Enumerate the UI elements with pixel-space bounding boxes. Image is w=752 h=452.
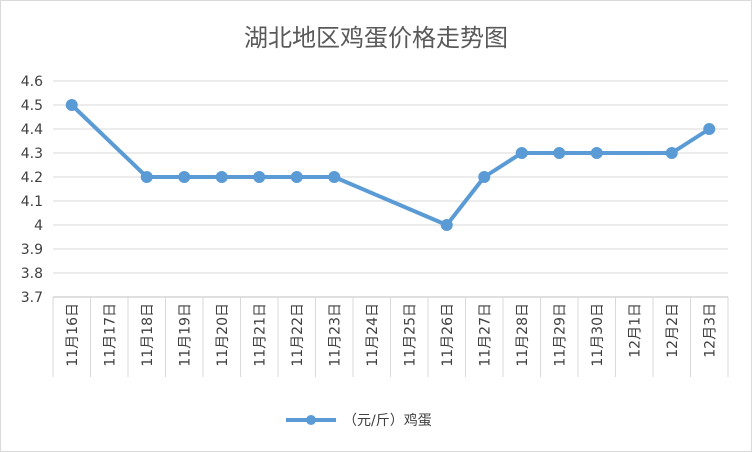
legend-series-marker bbox=[306, 415, 316, 425]
data-point bbox=[65, 99, 78, 111]
data-point bbox=[290, 171, 303, 183]
y-tick-label: 4 bbox=[34, 218, 43, 234]
data-point bbox=[515, 147, 528, 159]
x-tick-label: 11月19日 bbox=[177, 303, 193, 367]
x-tick-label: 11月23日 bbox=[327, 303, 343, 367]
x-tick-label: 11月20日 bbox=[215, 303, 231, 367]
chart-title: 湖北地区鸡蛋价格走势图 bbox=[244, 24, 508, 52]
y-tick-label: 4.5 bbox=[21, 98, 43, 114]
data-point bbox=[590, 147, 603, 159]
data-point bbox=[253, 171, 266, 183]
data-point bbox=[703, 123, 716, 135]
legend: （元/斤）鸡蛋 bbox=[286, 412, 432, 429]
x-tick-label: 11月22日 bbox=[290, 303, 306, 367]
data-point bbox=[328, 171, 341, 183]
y-tick-label: 4.2 bbox=[21, 170, 43, 186]
series-line bbox=[69, 103, 712, 227]
x-tick-label: 12月1日 bbox=[627, 303, 643, 358]
x-tick-label: 11月30日 bbox=[590, 303, 606, 367]
data-point bbox=[215, 171, 228, 183]
x-tick-label: 11月25日 bbox=[402, 303, 418, 367]
legend-series-label: （元/斤）鸡蛋 bbox=[343, 412, 432, 429]
x-tick-label: 11月17日 bbox=[102, 303, 118, 367]
y-axis-ticks: 4.6 4.5 4.4 4.3 4.2 4.1 4 3.9 3.8 3.7 bbox=[21, 74, 43, 306]
y-tick-label: 4.3 bbox=[21, 146, 43, 162]
x-tick-label: 11月28日 bbox=[515, 303, 531, 367]
data-point bbox=[553, 147, 566, 159]
data-point bbox=[440, 219, 453, 231]
y-tick-label: 3.7 bbox=[21, 290, 43, 306]
data-point bbox=[140, 171, 153, 183]
x-tick-label: 11月24日 bbox=[365, 303, 381, 367]
x-tick-label: 12月3日 bbox=[702, 303, 718, 358]
x-tick-label: 11月26日 bbox=[440, 303, 456, 367]
y-tick-label: 4.6 bbox=[21, 74, 43, 90]
y-tick-label: 4.1 bbox=[21, 194, 43, 210]
x-tick-label: 11月21日 bbox=[252, 303, 268, 367]
x-tick-label: 11月29日 bbox=[552, 303, 568, 367]
series-layer bbox=[65, 99, 716, 231]
x-tick-label: 11月27日 bbox=[477, 303, 493, 367]
y-tick-label: 3.9 bbox=[21, 242, 43, 258]
x-tick-label: 12月2日 bbox=[665, 303, 681, 358]
data-point bbox=[665, 147, 678, 159]
data-point bbox=[178, 171, 191, 183]
x-tick-label: 11月18日 bbox=[140, 303, 156, 367]
grid-lines bbox=[53, 80, 728, 298]
data-point bbox=[478, 171, 491, 183]
y-tick-label: 4.4 bbox=[21, 122, 43, 138]
y-tick-label: 3.8 bbox=[21, 266, 43, 282]
x-axis: 11月16日 11月17日 11月18日 11月19日 11月20日 11月21日 11月2… bbox=[52, 296, 729, 377]
x-tick-label: 11月16日 bbox=[65, 303, 81, 367]
